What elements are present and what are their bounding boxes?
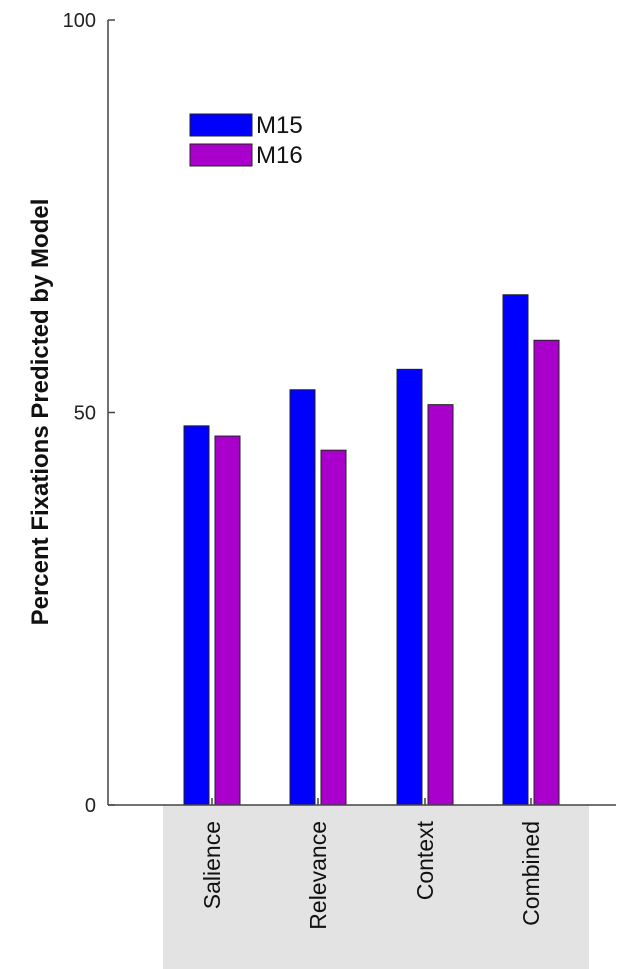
x-tick-label-context: Context: [412, 820, 438, 900]
legend-label-m16: M16: [256, 142, 303, 169]
bar-m16-salience: [215, 436, 240, 805]
legend-label-m15: M15: [256, 112, 303, 139]
bars-group: [184, 295, 559, 805]
bar-m15-salience: [184, 426, 209, 805]
x-tick-label-relevance: Relevance: [305, 821, 331, 930]
y-tick-label: 50: [74, 403, 96, 425]
bar-m15-context: [397, 369, 422, 805]
legend-swatch-m15: [190, 114, 252, 136]
y-tick-label: 0: [85, 795, 96, 817]
x-tick-label-combined: Combined: [518, 821, 544, 926]
bar-m16-context: [428, 405, 453, 805]
bar-m15-relevance: [290, 390, 315, 805]
bar-m16-relevance: [321, 450, 346, 805]
bar-m16-combined: [534, 340, 559, 805]
y-ticks-group: 0 50 100: [63, 10, 115, 817]
y-tick-label: 100: [63, 10, 96, 32]
legend-swatch-m16: [190, 144, 252, 166]
x-tick-label-salience: Salience: [199, 821, 225, 909]
bar-m15-combined: [503, 295, 528, 805]
y-axis-label: Percent Fixations Predicted by Model: [27, 199, 54, 626]
